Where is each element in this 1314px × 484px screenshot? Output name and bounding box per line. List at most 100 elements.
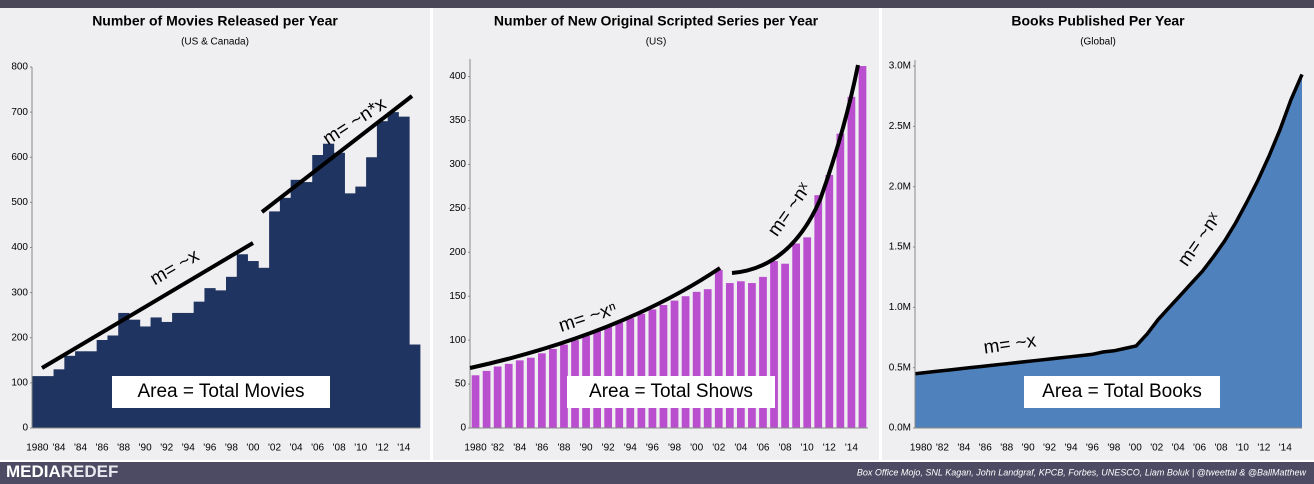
bar — [366, 157, 378, 428]
x-tick-label: '88 — [1000, 443, 1013, 454]
y-tick-label: 600 — [11, 152, 28, 163]
x-tick-label: '94 — [1064, 443, 1077, 454]
y-tick-label: 1.0M — [889, 302, 911, 313]
bar — [182, 312, 195, 428]
bar — [376, 121, 389, 429]
bar — [526, 357, 535, 428]
x-tick-label: '02 — [268, 443, 281, 454]
y-tick-label: 350 — [449, 115, 466, 126]
y-tick-label: 200 — [11, 332, 28, 343]
bar — [236, 254, 248, 428]
bar — [301, 182, 313, 428]
x-tick-label: '06 — [1193, 443, 1206, 454]
bar — [482, 370, 491, 428]
x-tick-label: '86 — [96, 443, 109, 454]
x-tick-label: '84 — [52, 443, 65, 454]
x-tick-label: '12 — [376, 443, 389, 454]
bar — [858, 66, 867, 429]
x-tick-label: '08 — [333, 443, 346, 454]
x-tick-label: '08 — [779, 443, 792, 454]
bar — [398, 116, 410, 428]
annotation-box — [1024, 376, 1220, 408]
bar — [333, 152, 345, 429]
y-tick-label: 500 — [11, 197, 28, 208]
annotation-box — [112, 376, 330, 408]
x-tick-label: '04 — [734, 443, 747, 454]
y-tick-label: 0 — [460, 423, 466, 434]
bar — [770, 261, 778, 428]
bar — [692, 291, 701, 428]
bar — [193, 301, 205, 428]
x-tick-label: '90 — [1022, 443, 1035, 454]
bar — [703, 289, 712, 428]
bar — [670, 300, 679, 428]
bar — [648, 309, 657, 428]
x-tick-label: '82 — [491, 443, 504, 454]
bar — [64, 355, 76, 428]
bar — [637, 313, 646, 428]
x-tick-label: '98 — [1107, 443, 1120, 454]
chart-subtitle: (US & Canada) — [181, 37, 249, 48]
y-tick-label: 2.0M — [889, 181, 911, 192]
y-tick-label: 700 — [11, 107, 28, 118]
bar — [269, 211, 281, 428]
chart-title: Number of New Original Scripted Series p… — [494, 13, 819, 29]
x-tick-label: '84 — [957, 443, 970, 454]
chart-subtitle: (Global) — [1080, 37, 1116, 48]
x-tick-label: '94 — [182, 443, 195, 454]
x-tick-label: '00 — [690, 443, 703, 454]
x-tick-label: '88 — [557, 443, 570, 454]
x-tick-label: '82 — [936, 443, 949, 454]
bar — [504, 363, 513, 428]
bar — [118, 312, 130, 428]
x-tick-label: '86 — [535, 443, 548, 454]
bar — [714, 269, 723, 428]
bar — [96, 340, 108, 428]
bar — [247, 261, 259, 428]
area — [915, 74, 1302, 428]
y-tick-label: 100 — [11, 378, 28, 389]
trend-line — [469, 266, 722, 370]
x-tick-label: '00 — [1129, 443, 1142, 454]
logo-redef: REDEF — [61, 462, 119, 481]
bar — [825, 174, 834, 428]
y-tick-label: 1.5M — [889, 242, 911, 253]
bar — [409, 344, 421, 428]
x-tick-label: '06 — [756, 443, 769, 454]
logo-media: MEDIA — [6, 462, 61, 481]
chart-title: Number of Movies Released per Year — [92, 13, 338, 29]
bar — [781, 263, 789, 428]
bar — [803, 237, 812, 428]
bar — [355, 186, 367, 428]
x-tick-label: '86 — [979, 443, 992, 454]
x-tick-label: '96 — [646, 443, 659, 454]
trend-line — [40, 241, 255, 370]
bar — [814, 195, 823, 428]
x-tick-label: '04 — [1172, 443, 1185, 454]
y-tick-label: 150 — [449, 291, 466, 302]
x-tick-label: '10 — [354, 443, 367, 454]
bar — [150, 317, 162, 428]
y-tick-label: 100 — [449, 335, 466, 346]
x-tick-label: '92 — [602, 443, 615, 454]
x-tick-label: 1980 — [26, 443, 49, 454]
x-tick-label: '02 — [1150, 443, 1163, 454]
bar — [290, 179, 302, 428]
bar — [32, 376, 44, 428]
bar — [759, 276, 767, 428]
x-tick-label: '12 — [1257, 443, 1270, 454]
x-tick-label: '96 — [203, 443, 216, 454]
x-tick-label: '94 — [624, 443, 637, 454]
x-tick-label: '92 — [160, 443, 173, 454]
bar — [736, 281, 745, 428]
bar — [471, 375, 480, 428]
x-tick-label: '10 — [1236, 443, 1249, 454]
x-tick-label: '04 — [290, 443, 303, 454]
bar — [549, 348, 557, 428]
x-tick-label: '02 — [712, 443, 725, 454]
x-tick-label: '92 — [1043, 443, 1056, 454]
trend-line — [260, 94, 414, 214]
y-tick-label: 0.0M — [889, 423, 911, 434]
y-tick-label: 2.5M — [889, 121, 911, 132]
chart-subtitle: (US) — [646, 37, 667, 48]
